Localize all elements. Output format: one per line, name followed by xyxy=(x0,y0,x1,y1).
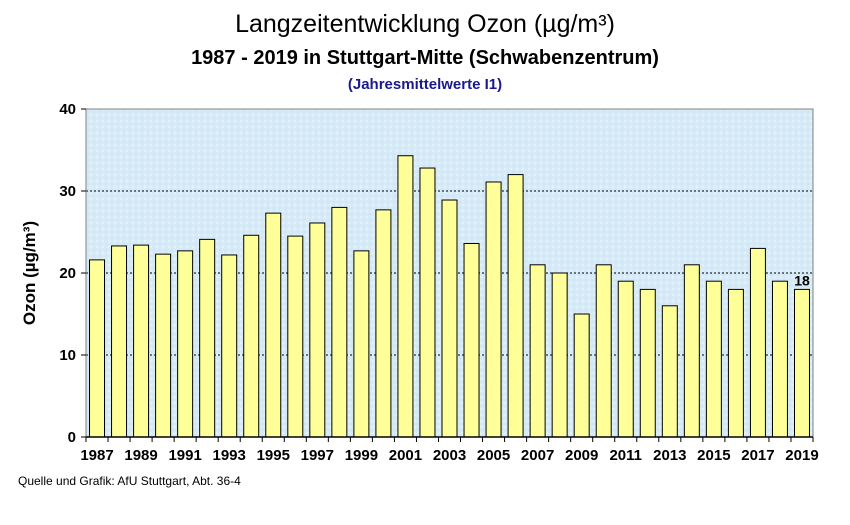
x-tick-label: 2017 xyxy=(741,447,774,464)
bar-1989 xyxy=(133,244,150,438)
x-tick-label: 2009 xyxy=(565,447,598,464)
bar-1991 xyxy=(177,250,194,438)
y-tick-label: 20 xyxy=(59,265,76,282)
y-axis-label: Ozon (µg/m³) xyxy=(20,221,39,325)
x-tick-label: 2015 xyxy=(697,447,730,464)
bar-1993 xyxy=(221,254,238,438)
x-tick-label: 1997 xyxy=(301,447,334,464)
data-label: 18 xyxy=(794,272,810,288)
x-tick-label: 1987 xyxy=(80,447,113,464)
y-tick-label: 10 xyxy=(59,347,76,364)
chart-subtitle-annual-means: (Jahresmittelwerte I1) xyxy=(347,76,503,93)
bar-2003 xyxy=(441,199,458,438)
y-tick-label: 30 xyxy=(59,183,76,200)
chart-title: Langzeitentwicklung Ozon (µg/m³) xyxy=(235,10,615,38)
bar-2011 xyxy=(617,280,634,438)
x-tick-label: 2019 xyxy=(785,447,818,464)
bar-1988 xyxy=(111,245,128,438)
x-tick-label: 1993 xyxy=(213,447,246,464)
x-tick-label: 2005 xyxy=(477,447,510,464)
bar-2012 xyxy=(639,288,656,438)
bar-2010 xyxy=(595,264,612,438)
bar-2008 xyxy=(551,272,568,438)
bar-1990 xyxy=(155,253,172,438)
x-tick-label: 2011 xyxy=(609,447,642,464)
bar-2014 xyxy=(683,264,700,438)
y-tick-label: 0 xyxy=(68,429,76,446)
x-tick-label: 2001 xyxy=(389,447,422,464)
x-tick-label: 1991 xyxy=(168,447,201,464)
x-tick-label: 1995 xyxy=(257,447,290,464)
y-tick-label: 40 xyxy=(59,101,76,118)
bar-1992 xyxy=(199,238,216,438)
bar-2007 xyxy=(529,264,546,438)
bar-2006 xyxy=(507,174,524,438)
source-note: Quelle und Grafik: AfU Stuttgart, Abt. 3… xyxy=(18,474,241,488)
x-tick-label: 2013 xyxy=(653,447,686,464)
bar-2004 xyxy=(463,242,480,438)
bar-2019 xyxy=(793,288,810,438)
bar-2013 xyxy=(661,305,678,438)
bar-2001 xyxy=(397,155,414,438)
x-tick-label: 1999 xyxy=(345,447,378,464)
bar-1998 xyxy=(331,206,348,438)
x-tick-label: 2003 xyxy=(433,447,466,464)
chart-subtitle: 1987 - 2019 in Stuttgart-Mitte (Schwaben… xyxy=(191,47,659,69)
bar-1999 xyxy=(353,250,370,438)
bar-1995 xyxy=(265,212,282,438)
bar-1994 xyxy=(243,234,260,438)
x-tick-label: 2007 xyxy=(521,447,554,464)
bar-2015 xyxy=(705,280,722,438)
bar-1987 xyxy=(89,259,106,438)
bar-1996 xyxy=(287,235,304,438)
bar-2017 xyxy=(749,247,766,438)
bar-1997 xyxy=(309,222,326,438)
bar-2009 xyxy=(573,313,590,438)
bar-2018 xyxy=(771,280,788,438)
bar-2000 xyxy=(375,209,392,438)
bar-2002 xyxy=(419,167,436,438)
bar-2016 xyxy=(727,288,744,438)
bar-2005 xyxy=(485,181,502,438)
x-tick-label: 1989 xyxy=(124,447,157,464)
